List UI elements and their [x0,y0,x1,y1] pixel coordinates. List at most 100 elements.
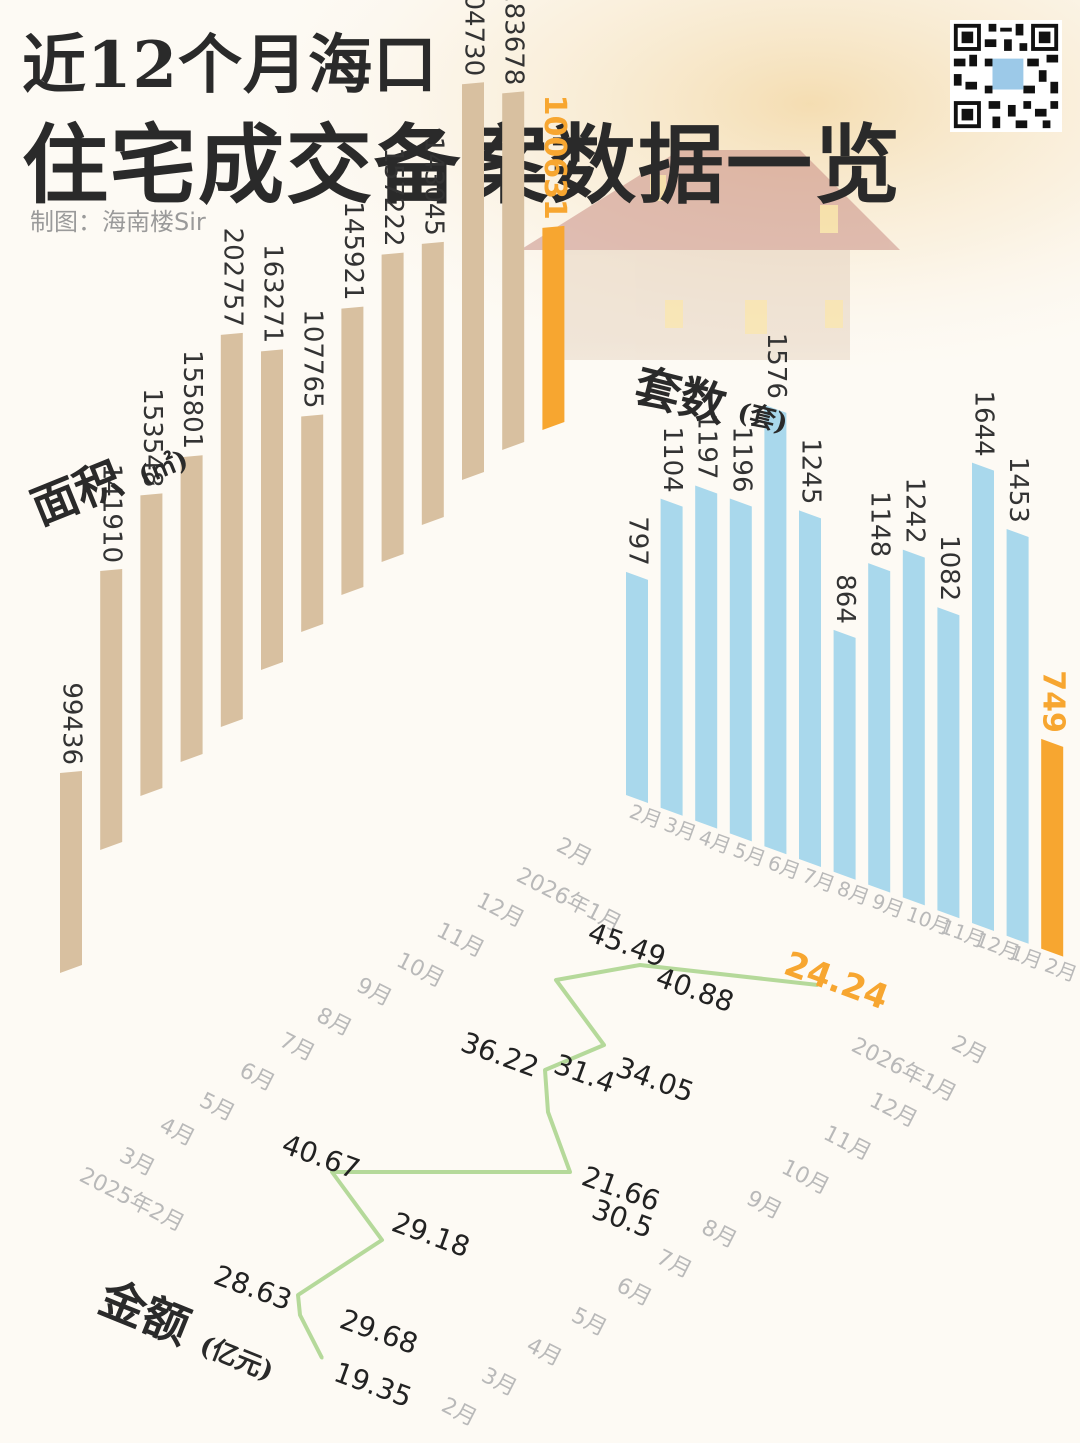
area-bar-12 [542,225,565,430]
area-value-label-3: 155801 [177,350,207,449]
area-category-label-10: 12月 [472,888,528,933]
house-illustration [520,150,900,360]
area-category-label-4: 6月 [235,1058,278,1097]
units-category-label-6: 8月 [834,876,873,910]
amount-category-label-5: 7月 [652,1245,695,1284]
amount-category-label-6: 8月 [697,1215,740,1254]
amount-category-label-10: 12月 [865,1088,921,1133]
amount-point-4 [330,1170,334,1174]
area-bar-2 [140,493,163,796]
amount-value-label-4: 40.67 [278,1128,365,1186]
page-title-line2: 住宅成交备案数据一览 [22,95,902,220]
units-bar-12 [1041,738,1064,957]
area-category-label-1: 3月 [115,1143,158,1182]
area-bar-10 [462,82,484,480]
units-value-label-12: 749 [1036,670,1071,733]
area-value-label-11: 183678 [499,0,529,85]
amount-point-7 [546,1110,550,1114]
amount-value-label-12: 24.24 [779,944,894,1018]
amount-point-8 [543,1068,547,1072]
amount-value-label-3: 29.18 [388,1206,475,1264]
area-category-label-3: 5月 [195,1088,238,1127]
area-bar-7 [341,306,364,595]
amount-value-label-8: 36.22 [457,1026,544,1084]
area-value-label-12: 100631 [537,95,572,220]
units-category-label-4: 6月 [765,850,804,884]
area-category-label-7: 9月 [352,973,395,1012]
units-bar-5 [799,510,821,867]
amount-category-label-7: 9月 [742,1186,785,1225]
area-category-label-0: 2025年2月 [75,1163,188,1237]
avatar [992,58,1024,90]
amount-category-label-0: 2月 [437,1393,480,1432]
area-category-label-6: 8月 [312,1003,355,1042]
area-bar-0 [60,771,82,973]
units-category-label-0: 2月 [626,799,665,833]
units-bar-1 [660,498,683,816]
area-value-label-1: 141910 [97,464,127,563]
amount-point-6 [568,1170,572,1174]
units-category-label-1: 3月 [661,812,700,846]
page-title-line1: 近12个月海口 [22,28,439,103]
amount-point-10 [554,978,558,982]
amount-point-12 [816,983,820,987]
area-value-label-5: 163271 [258,244,288,343]
area-value-label-7: 145921 [338,201,368,300]
units-bar-0 [626,571,648,803]
amount-category-label-1: 3月 [477,1363,520,1402]
amount-value-label-7: 31.4 [550,1048,620,1100]
units-category-label-5: 7月 [799,863,838,897]
amount-category-label-9: 11月 [819,1121,875,1166]
area-category-label-12: 2月 [552,833,595,872]
area-category-label-9: 11月 [432,918,488,963]
amount-value-label-0: 19.35 [330,1356,417,1414]
area-value-label-9: 143045 [418,137,448,236]
amount-category-label-3: 5月 [567,1303,610,1342]
units-category-label-3: 5月 [730,838,769,872]
units-bar-2 [695,485,718,829]
amount-category-label-4: 6月 [612,1273,655,1312]
area-category-label-5: 7月 [275,1028,318,1067]
amount-point-2 [296,1293,300,1297]
units-value-label-7: 1148 [865,491,895,557]
amount-chart-title: 金额 [91,1270,197,1355]
amount-value-label-2: 28.63 [210,1259,297,1317]
units-value-label-6: 864 [830,574,860,624]
amount-chart-unit: (亿元) [195,1331,277,1388]
amount-category-label-12: 2月 [947,1031,990,1070]
units-value-label-10: 1644 [969,391,999,457]
area-bar-5 [261,349,283,670]
units-value-label-0: 797 [623,516,653,566]
units-value-label-2: 1197 [692,413,722,479]
units-value-label-4: 1576 [761,333,791,399]
units-category-label-7: 9月 [868,889,907,923]
area-bar-8 [381,252,404,562]
units-bar-7 [868,563,891,893]
area-bar-6 [301,414,324,632]
units-category-label-12: 2月 [1041,953,1080,987]
units-value-label-11: 1453 [1003,457,1033,523]
units-value-label-3: 1196 [726,426,756,492]
amount-point-1 [298,1313,302,1317]
units-bar-4 [764,404,787,855]
units-chart-title: 套数 [629,358,731,433]
units-bar-10 [972,462,994,931]
area-bar-4 [220,332,243,727]
amount-point-9 [602,1043,606,1047]
amount-category-label-2: 4月 [522,1333,565,1372]
units-bar-9 [937,607,960,919]
area-bar-11 [502,91,525,450]
area-value-label-8: 157222 [378,147,408,246]
amount-category-label-8: 10月 [777,1155,833,1200]
units-bar-8 [902,549,925,906]
units-category-label-11: 1月 [1007,940,1046,974]
area-bar-1 [100,569,123,850]
area-value-label-6: 107765 [298,309,328,408]
amount-series-line [296,963,819,1359]
units-bar-11 [1006,528,1029,944]
area-value-label-10: 204730 [459,0,489,76]
units-bar-3 [729,498,752,842]
amount-value-label-10: 45.49 [584,916,671,974]
